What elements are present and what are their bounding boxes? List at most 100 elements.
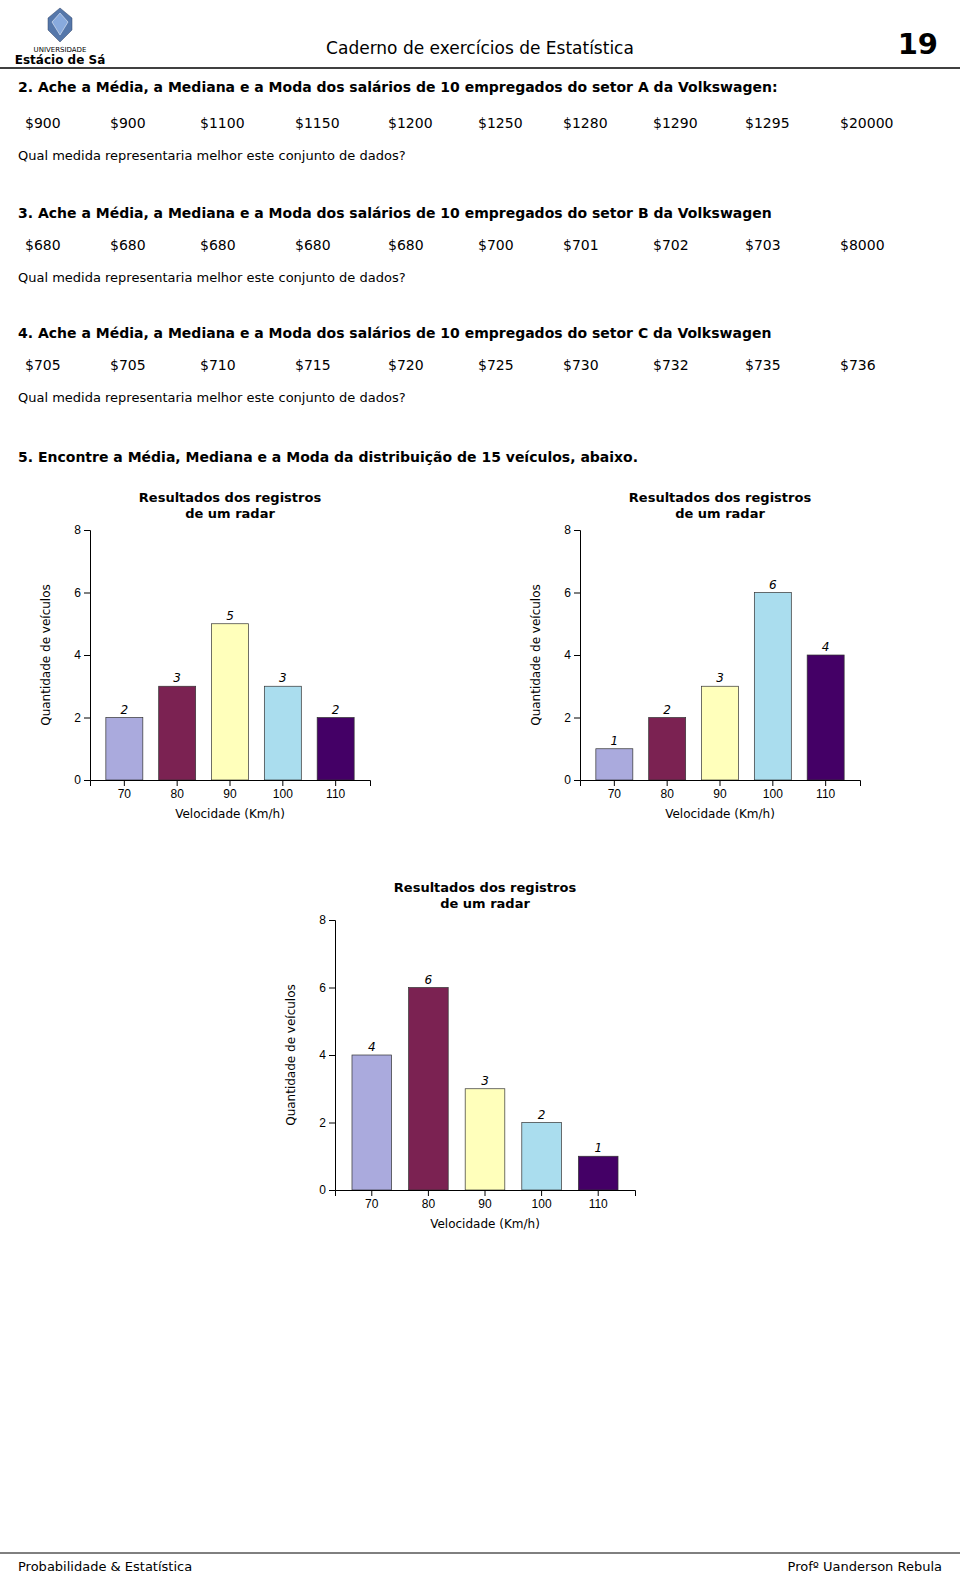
- x-tick-label: 100: [273, 787, 293, 801]
- bars: [106, 624, 354, 780]
- x-tick-label: 110: [816, 787, 835, 801]
- y-tick: 8: [564, 523, 580, 537]
- y-tick-mark: [329, 1190, 335, 1191]
- bars: [352, 988, 618, 1191]
- x-tick-mark: [614, 780, 615, 786]
- question-value: $680: [200, 237, 236, 253]
- question-value: $680: [25, 237, 61, 253]
- x-tick: 80: [422, 1190, 436, 1211]
- x-tick: 90: [713, 780, 727, 801]
- question-value: $705: [110, 357, 146, 373]
- x-tick-mark: [485, 1190, 486, 1196]
- x-tick-label: 110: [589, 1197, 608, 1211]
- question-value: $702: [653, 237, 689, 253]
- x-tick-mark: [825, 780, 826, 786]
- y-tick: 8: [319, 913, 335, 927]
- data-label: 2: [538, 1108, 546, 1122]
- bar: [807, 655, 844, 780]
- data-label: 3: [173, 671, 181, 685]
- bar: [596, 749, 633, 780]
- question-value: $900: [25, 115, 61, 131]
- bar: [409, 988, 449, 1191]
- y-tick-label: 6: [564, 586, 571, 600]
- question-value: $701: [563, 237, 599, 253]
- question-value: $8000: [840, 237, 885, 253]
- x-axis-label: Velocidade (Km/h): [175, 807, 285, 821]
- bar: [702, 686, 739, 780]
- x-axis: 708090100110: [336, 1190, 636, 1211]
- y-tick-label: 0: [74, 773, 81, 787]
- bar: [649, 718, 686, 781]
- y-tick-label: 2: [564, 711, 571, 725]
- x-tick-mark: [282, 780, 283, 786]
- data-label: 2: [332, 703, 340, 717]
- x-tick-label: 90: [223, 787, 237, 801]
- page-number: 19: [898, 27, 938, 61]
- y-tick: 0: [564, 773, 580, 787]
- y-tick-mark: [574, 593, 580, 594]
- y-axis-label: Quantidade de veículos: [529, 584, 543, 726]
- x-axis-line: [581, 781, 861, 787]
- question-value: $1280: [563, 115, 608, 131]
- y-tick-mark: [84, 718, 90, 719]
- y-tick-label: 0: [564, 773, 571, 787]
- bar: [106, 718, 143, 781]
- y-tick-mark: [84, 530, 90, 531]
- y-tick: 4: [564, 648, 580, 662]
- question-value: $715: [295, 357, 331, 373]
- question-value: $900: [110, 115, 146, 131]
- y-tick-mark: [84, 593, 90, 594]
- question-value: $1200: [388, 115, 433, 131]
- x-tick-mark: [428, 1190, 429, 1196]
- chart: 7080901001100246846321Resultados dos reg…: [284, 880, 636, 1231]
- header-rule: [0, 67, 960, 69]
- y-axis-line: [329, 921, 336, 1191]
- data-label: 4: [822, 640, 830, 654]
- x-tick-label: 80: [170, 787, 184, 801]
- x-axis-line: [91, 781, 371, 787]
- y-tick: 2: [319, 1116, 335, 1130]
- y-axis: 0 2 4 6 8: [564, 523, 580, 787]
- data-labels: 23532: [121, 609, 340, 717]
- y-tick-label: 2: [74, 711, 81, 725]
- bar: [317, 718, 354, 781]
- question-value: $720: [388, 357, 424, 373]
- question-value: $1150: [295, 115, 340, 131]
- chart-title: Resultados dos registrosde um radar: [629, 490, 812, 521]
- y-tick: 2: [564, 711, 580, 725]
- question-title: 4. Ache a Média, a Mediana e a Moda dos …: [18, 325, 771, 341]
- x-axis: 708090100110: [91, 780, 371, 801]
- bar: [159, 686, 196, 780]
- y-tick-mark: [329, 1123, 335, 1124]
- y-tick-label: 8: [564, 523, 571, 537]
- y-tick-label: 8: [74, 523, 81, 537]
- data-label: 5: [226, 609, 234, 623]
- y-tick: 6: [319, 981, 335, 995]
- chart: 7080901001100246812364Resultados dos reg…: [529, 490, 861, 821]
- x-tick-label: 80: [422, 1197, 436, 1211]
- question-value: $736: [840, 357, 876, 373]
- bar: [212, 624, 249, 780]
- footer-right: Profº Uanderson Rebula: [788, 1559, 942, 1574]
- x-axis: 70 80 90 100 110: [581, 780, 861, 801]
- chart-title: Resultados dos registrosde um radar: [394, 880, 577, 911]
- bars: [596, 593, 844, 781]
- question-value: $735: [745, 357, 781, 373]
- question-text: Qual medida representaria melhor este co…: [18, 390, 406, 405]
- x-tick-label: 110: [326, 787, 345, 801]
- y-tick-mark: [84, 655, 90, 656]
- x-tick-label: 80: [660, 787, 674, 801]
- x-tick: 70: [608, 780, 622, 801]
- y-tick-mark: [329, 1055, 335, 1056]
- x-tick: 110: [816, 780, 835, 801]
- y-axis-line: [84, 531, 91, 781]
- chart: 7080901001100246823532Resultados dos reg…: [39, 490, 371, 821]
- y-tick: 6: [564, 586, 580, 600]
- y-tick-mark: [574, 718, 580, 719]
- question-value: $680: [295, 237, 331, 253]
- y-tick-mark: [574, 780, 580, 781]
- data-label: 1: [594, 1141, 602, 1155]
- footer-left: Probabilidade & Estatística: [18, 1559, 192, 1574]
- y-tick-label: 4: [74, 648, 81, 662]
- x-tick: 100: [763, 780, 783, 801]
